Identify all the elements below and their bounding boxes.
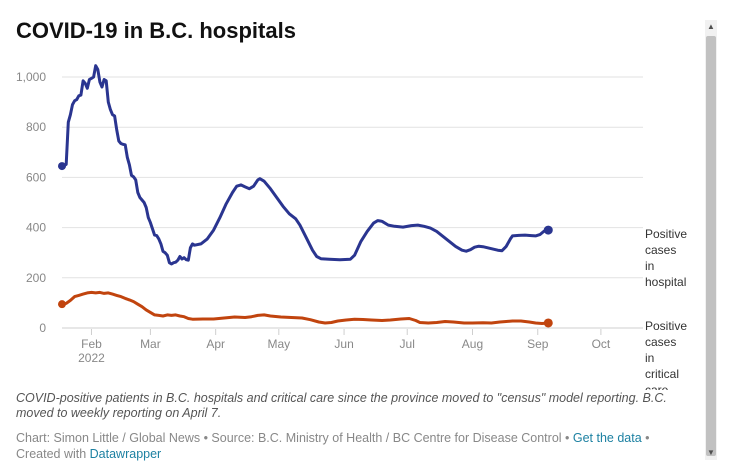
vertical-scrollbar[interactable]: ▲ ▼ <box>705 20 717 460</box>
series-lines <box>58 64 553 328</box>
y-tick-label-0: 0 <box>39 321 46 335</box>
x-tick-label-sep: Sep <box>527 337 549 351</box>
series-labels: Positive cases in hospital Positive cases in cr… <box>645 227 687 390</box>
series-end-dot-critical-care <box>543 318 553 328</box>
scroll-up-arrow-icon[interactable]: ▲ <box>707 22 715 31</box>
series-line-hospital <box>60 64 550 266</box>
datawrapper-link[interactable]: Datawrapper <box>89 447 162 461</box>
x-tick-sublabel-year: 2022 <box>78 351 105 365</box>
series-label-line: hospital <box>645 275 686 289</box>
series-label-line: cases <box>645 243 676 257</box>
footer-separator: • <box>641 431 650 445</box>
series-label-line: in <box>645 259 654 273</box>
series-label-line: in <box>645 351 654 365</box>
y-tick-label-800: 800 <box>26 120 46 134</box>
x-tick-label-mar: Mar <box>140 337 161 351</box>
x-tick-label-feb: Feb <box>81 337 102 351</box>
series-label-line: critical <box>645 367 679 381</box>
y-tick-label-400: 400 <box>26 221 46 235</box>
series-label-line: cases <box>645 335 676 349</box>
series-start-dot-hospital <box>58 162 66 171</box>
series-label-line: care <box>645 383 669 390</box>
y-tick-label-1000: 1,000 <box>16 70 46 84</box>
x-tick-label-jul: Jul <box>400 337 415 351</box>
chart-title: COVID-19 in B.C. hospitals <box>16 18 296 43</box>
footer-source: Chart: Simon Little / Global News • Sour… <box>16 431 573 445</box>
chart-footer: Chart: Simon Little / Global News • Sour… <box>16 430 696 462</box>
scroll-thumb[interactable] <box>706 36 716 456</box>
series-end-dot-hospital <box>543 225 553 235</box>
series-label-hospital: Positive cases in hospital <box>645 227 687 289</box>
x-tick-label-aug: Aug <box>462 337 483 351</box>
y-tick-label-600: 600 <box>26 170 46 184</box>
series-start-dot-critical-care <box>58 300 66 309</box>
x-tick-label-apr: Apr <box>206 337 225 351</box>
scroll-down-arrow-icon[interactable]: ▼ <box>707 448 715 457</box>
x-tick-label-oct: Oct <box>592 337 611 351</box>
get-the-data-link[interactable]: Get the data <box>572 431 642 445</box>
series-label-line: Positive <box>645 227 687 241</box>
series-label-critical-care: Positive cases in critical care <box>645 319 687 390</box>
series-label-line: Positive <box>645 319 687 333</box>
grid-lines <box>62 76 643 329</box>
series-line-critical-care <box>60 290 550 325</box>
y-tick-label-200: 200 <box>26 271 46 285</box>
chart-notes: COVID-positive patients in B.C. hospital… <box>16 391 667 420</box>
x-tick-label-may: May <box>267 337 290 351</box>
x-tick-label-jun: Jun <box>334 337 353 351</box>
y-axis-ticks: 0 200 400 600 800 1,000 <box>16 70 46 335</box>
footer-created-with: Created with <box>16 447 90 461</box>
